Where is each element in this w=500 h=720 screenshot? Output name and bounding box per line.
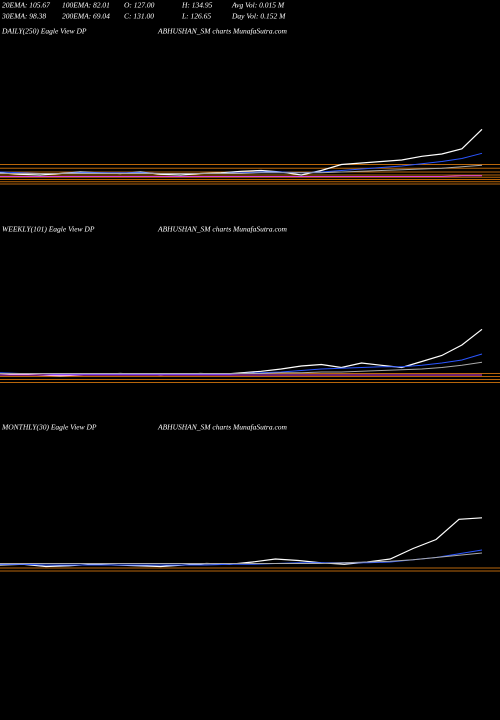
- stat-text: 100EMA: 82.01: [62, 1, 110, 10]
- price-line: [0, 164, 483, 174]
- stat-text: C: 131.00: [124, 12, 154, 21]
- price-line: [0, 128, 483, 176]
- stat-text: O: 127.00: [124, 1, 155, 10]
- panel-subtitle: ABHUSHAN_SM charts MunafaSutra.com: [157, 225, 288, 234]
- stat-text: L: 126.65: [181, 12, 211, 21]
- stat-text: Avg Vol: 0.015 M: [231, 1, 285, 10]
- price-line: [0, 361, 483, 374]
- price-line: [0, 552, 483, 564]
- stat-text: H: 134.95: [181, 1, 213, 10]
- stat-text: 200EMA: 69.04: [62, 12, 110, 21]
- panel-subtitle: ABHUSHAN_SM charts MunafaSutra.com: [157, 27, 288, 36]
- stat-text: 20EMA: 105.67: [2, 1, 50, 10]
- stat-text: 30EMA: 98.38: [1, 12, 46, 21]
- price-line: [0, 175, 482, 177]
- price-line: [0, 152, 483, 174]
- stat-text: Day Vol: 0.152 M: [231, 12, 286, 21]
- panel-subtitle: ABHUSHAN_SM charts MunafaSutra.com: [157, 423, 288, 432]
- panel-title: WEEKLY(101) Eagle View DP: [2, 225, 95, 234]
- panel-title: MONTHLY(30) Eagle View DP: [1, 423, 97, 432]
- panel-title: DAILY(250) Eagle View DP: [1, 27, 87, 36]
